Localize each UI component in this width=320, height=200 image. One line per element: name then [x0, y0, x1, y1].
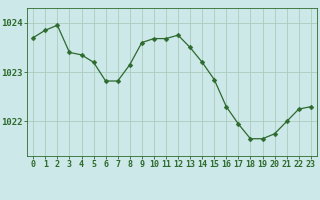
Text: Graphe pression niveau de la mer (hPa): Graphe pression niveau de la mer (hPa): [41, 186, 279, 196]
